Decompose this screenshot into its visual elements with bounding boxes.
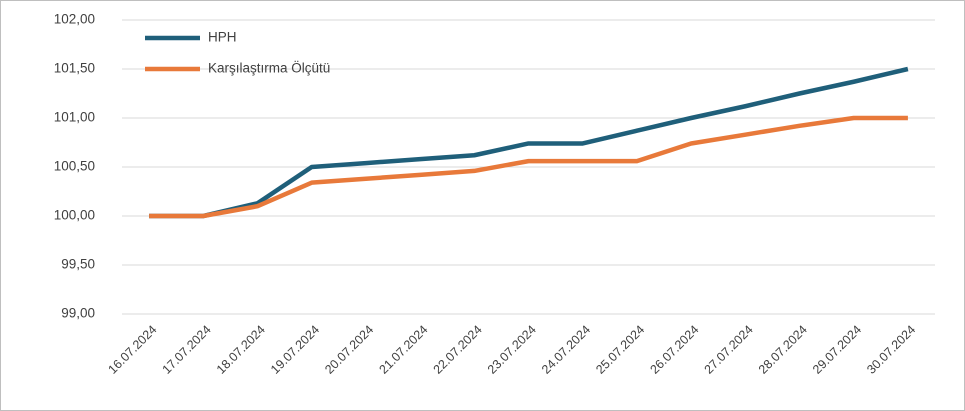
y-tick-label: 101,50 — [54, 61, 95, 76]
series-line — [149, 66, 909, 219]
legend-label: Karşılaştırma Ölçütü — [208, 61, 330, 76]
y-tick-label: 102,00 — [54, 12, 95, 27]
y-tick-label: 100,00 — [54, 208, 95, 223]
legend-label: HPH — [208, 30, 237, 45]
y-tick-label: 99,50 — [61, 257, 95, 272]
y-tick-label: 99,00 — [61, 306, 95, 321]
series-line — [149, 115, 908, 219]
y-tick-label: 101,00 — [54, 110, 95, 125]
y-tick-label: 100,50 — [54, 159, 95, 174]
